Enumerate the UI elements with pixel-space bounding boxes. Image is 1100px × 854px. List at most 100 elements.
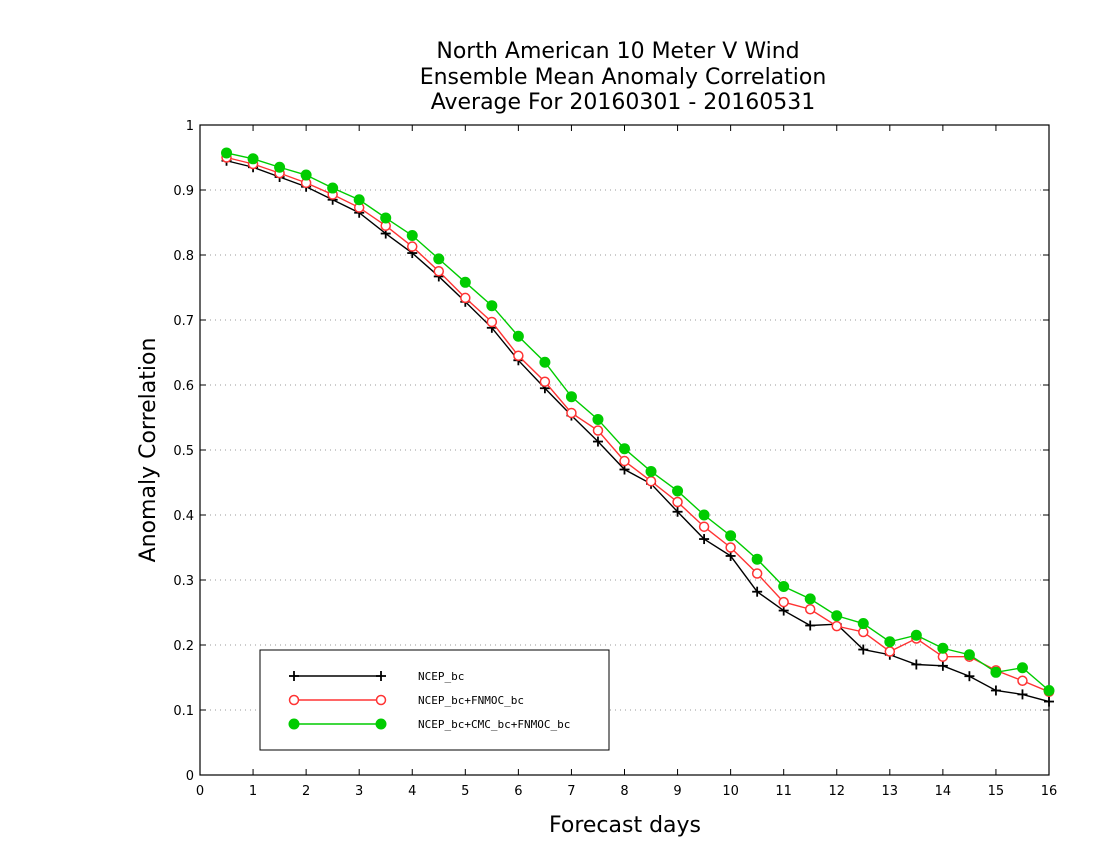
filled-circle-marker: [778, 581, 790, 592]
open-circle-marker: [288, 694, 300, 706]
filled-circle-marker: [592, 413, 604, 425]
open-circle-marker: [672, 496, 683, 508]
y-tick-label: 0.7: [173, 314, 194, 329]
filled-circle-marker: [247, 153, 259, 165]
filled-circle-marker: [990, 666, 1002, 678]
legend: NCEP_bc NCEP_bc+FNMOC_bc NCEP_bc+CMC_bc+FN…: [259, 649, 610, 751]
filled-circle-marker: [486, 300, 498, 312]
chart-subtitle-2: Average For 20160301 - 20160531: [431, 90, 816, 115]
y-tick-label: 0.6: [173, 379, 194, 394]
series-3: [221, 147, 1055, 696]
open-circle-marker: [566, 407, 577, 419]
open-circle-marker: [698, 521, 710, 532]
chart-title: North American 10 Meter V Wind: [436, 39, 799, 64]
open-circle-marker: [1017, 675, 1028, 686]
x-tick-label: 1: [249, 784, 257, 799]
y-tick-label: 1: [186, 119, 194, 134]
open-circle-marker: [375, 694, 387, 706]
open-circle-marker: [539, 376, 551, 387]
filled-circle-marker: [406, 230, 418, 241]
filled-circle-marker: [353, 194, 365, 206]
x-tick-label: 7: [567, 784, 575, 799]
filled-circle-marker: [565, 391, 577, 403]
filled-circle-marker: [725, 530, 737, 542]
open-circle-marker: [831, 620, 842, 632]
y-tick-label: 0.8: [173, 249, 194, 264]
y-tick-label: 0.9: [173, 184, 194, 199]
filled-circle-marker: [327, 182, 339, 194]
x-tick-label: 9: [673, 784, 681, 799]
open-circle-marker: [513, 350, 524, 361]
y-tick-label: 0.2: [173, 639, 194, 654]
filled-circle-marker: [512, 330, 524, 342]
x-tick-label: 15: [988, 784, 1005, 799]
x-tick-label: 5: [461, 784, 469, 799]
x-tick-label: 10: [722, 784, 739, 799]
legend-label: NCEP_bc+CMC_bc+FNMOC_bc: [418, 718, 570, 731]
open-circle-marker: [407, 241, 418, 252]
y-tick-label: 0.1: [173, 704, 194, 719]
filled-circle-marker: [937, 642, 949, 654]
x-tick-label: 13: [882, 784, 899, 799]
series-group: [221, 147, 1055, 707]
filled-circle-marker: [1016, 662, 1028, 674]
filled-circle-marker: [619, 443, 630, 455]
x-tick-label: 11: [775, 784, 792, 799]
open-circle-marker: [486, 316, 498, 328]
filled-circle-marker: [433, 253, 445, 265]
open-circle-marker: [433, 266, 445, 277]
series-line: [226, 152, 1050, 692]
open-circle-marker: [884, 646, 896, 657]
filled-circle-marker: [274, 161, 286, 173]
filled-circle-marker: [459, 276, 471, 288]
filled-circle-marker: [539, 356, 551, 368]
x-tick-label: 6: [514, 784, 522, 799]
filled-circle-marker: [751, 553, 763, 565]
series-1: [221, 155, 1054, 707]
series-line: [226, 160, 1050, 703]
x-tick-label: 2: [302, 784, 310, 799]
x-tick-label: 12: [828, 784, 845, 799]
filled-circle-marker: [910, 629, 922, 641]
filled-circle-marker: [698, 509, 710, 521]
axes: 00.10.20.30.40.50.60.70.80.910 1 2 3 4 5 6 7 8 9 1…: [173, 119, 1057, 799]
x-tick-label: 14: [935, 784, 952, 799]
open-circle-marker: [460, 292, 471, 304]
y-tick-label: 0: [186, 769, 194, 784]
y-axis-label: Anomaly Correlation: [136, 338, 161, 563]
open-circle-marker: [725, 542, 736, 553]
x-axis-label: Forecast days: [549, 813, 701, 838]
filled-circle-marker: [300, 169, 312, 181]
series-2: [221, 152, 1055, 698]
legend-label: NCEP_bc: [418, 670, 464, 683]
open-circle-marker: [804, 604, 816, 615]
x-tick-label: 8: [620, 784, 628, 799]
filled-circle-marker: [1043, 685, 1055, 696]
filled-circle-marker: [645, 465, 657, 477]
x-tick-label: 16: [1041, 784, 1058, 799]
filled-circle-marker: [804, 593, 816, 605]
filled-circle-marker: [375, 718, 387, 730]
y-tick-label: 0.5: [173, 444, 194, 459]
filled-circle-marker: [221, 147, 233, 159]
open-circle-marker: [645, 475, 657, 487]
filled-circle-marker: [884, 636, 896, 648]
y-tick-label: 0.3: [173, 574, 194, 589]
filled-circle-marker: [963, 649, 975, 661]
open-circle-marker: [619, 455, 630, 467]
open-circle-marker: [592, 425, 604, 436]
x-tick-label: 3: [355, 784, 363, 799]
chart-subtitle: Ensemble Mean Anomaly Correlation: [420, 65, 827, 90]
series-line: [226, 156, 1050, 693]
open-circle-marker: [751, 568, 763, 579]
x-tick-label: 0: [196, 784, 204, 799]
legend-label: NCEP_bc+FNMOC_bc: [418, 694, 524, 707]
filled-circle-marker: [380, 212, 392, 224]
filled-circle-marker: [857, 618, 869, 630]
filled-circle-marker: [672, 485, 684, 497]
filled-circle-marker: [288, 718, 300, 730]
filled-circle-marker: [831, 610, 843, 622]
x-tick-label: 4: [408, 784, 416, 799]
